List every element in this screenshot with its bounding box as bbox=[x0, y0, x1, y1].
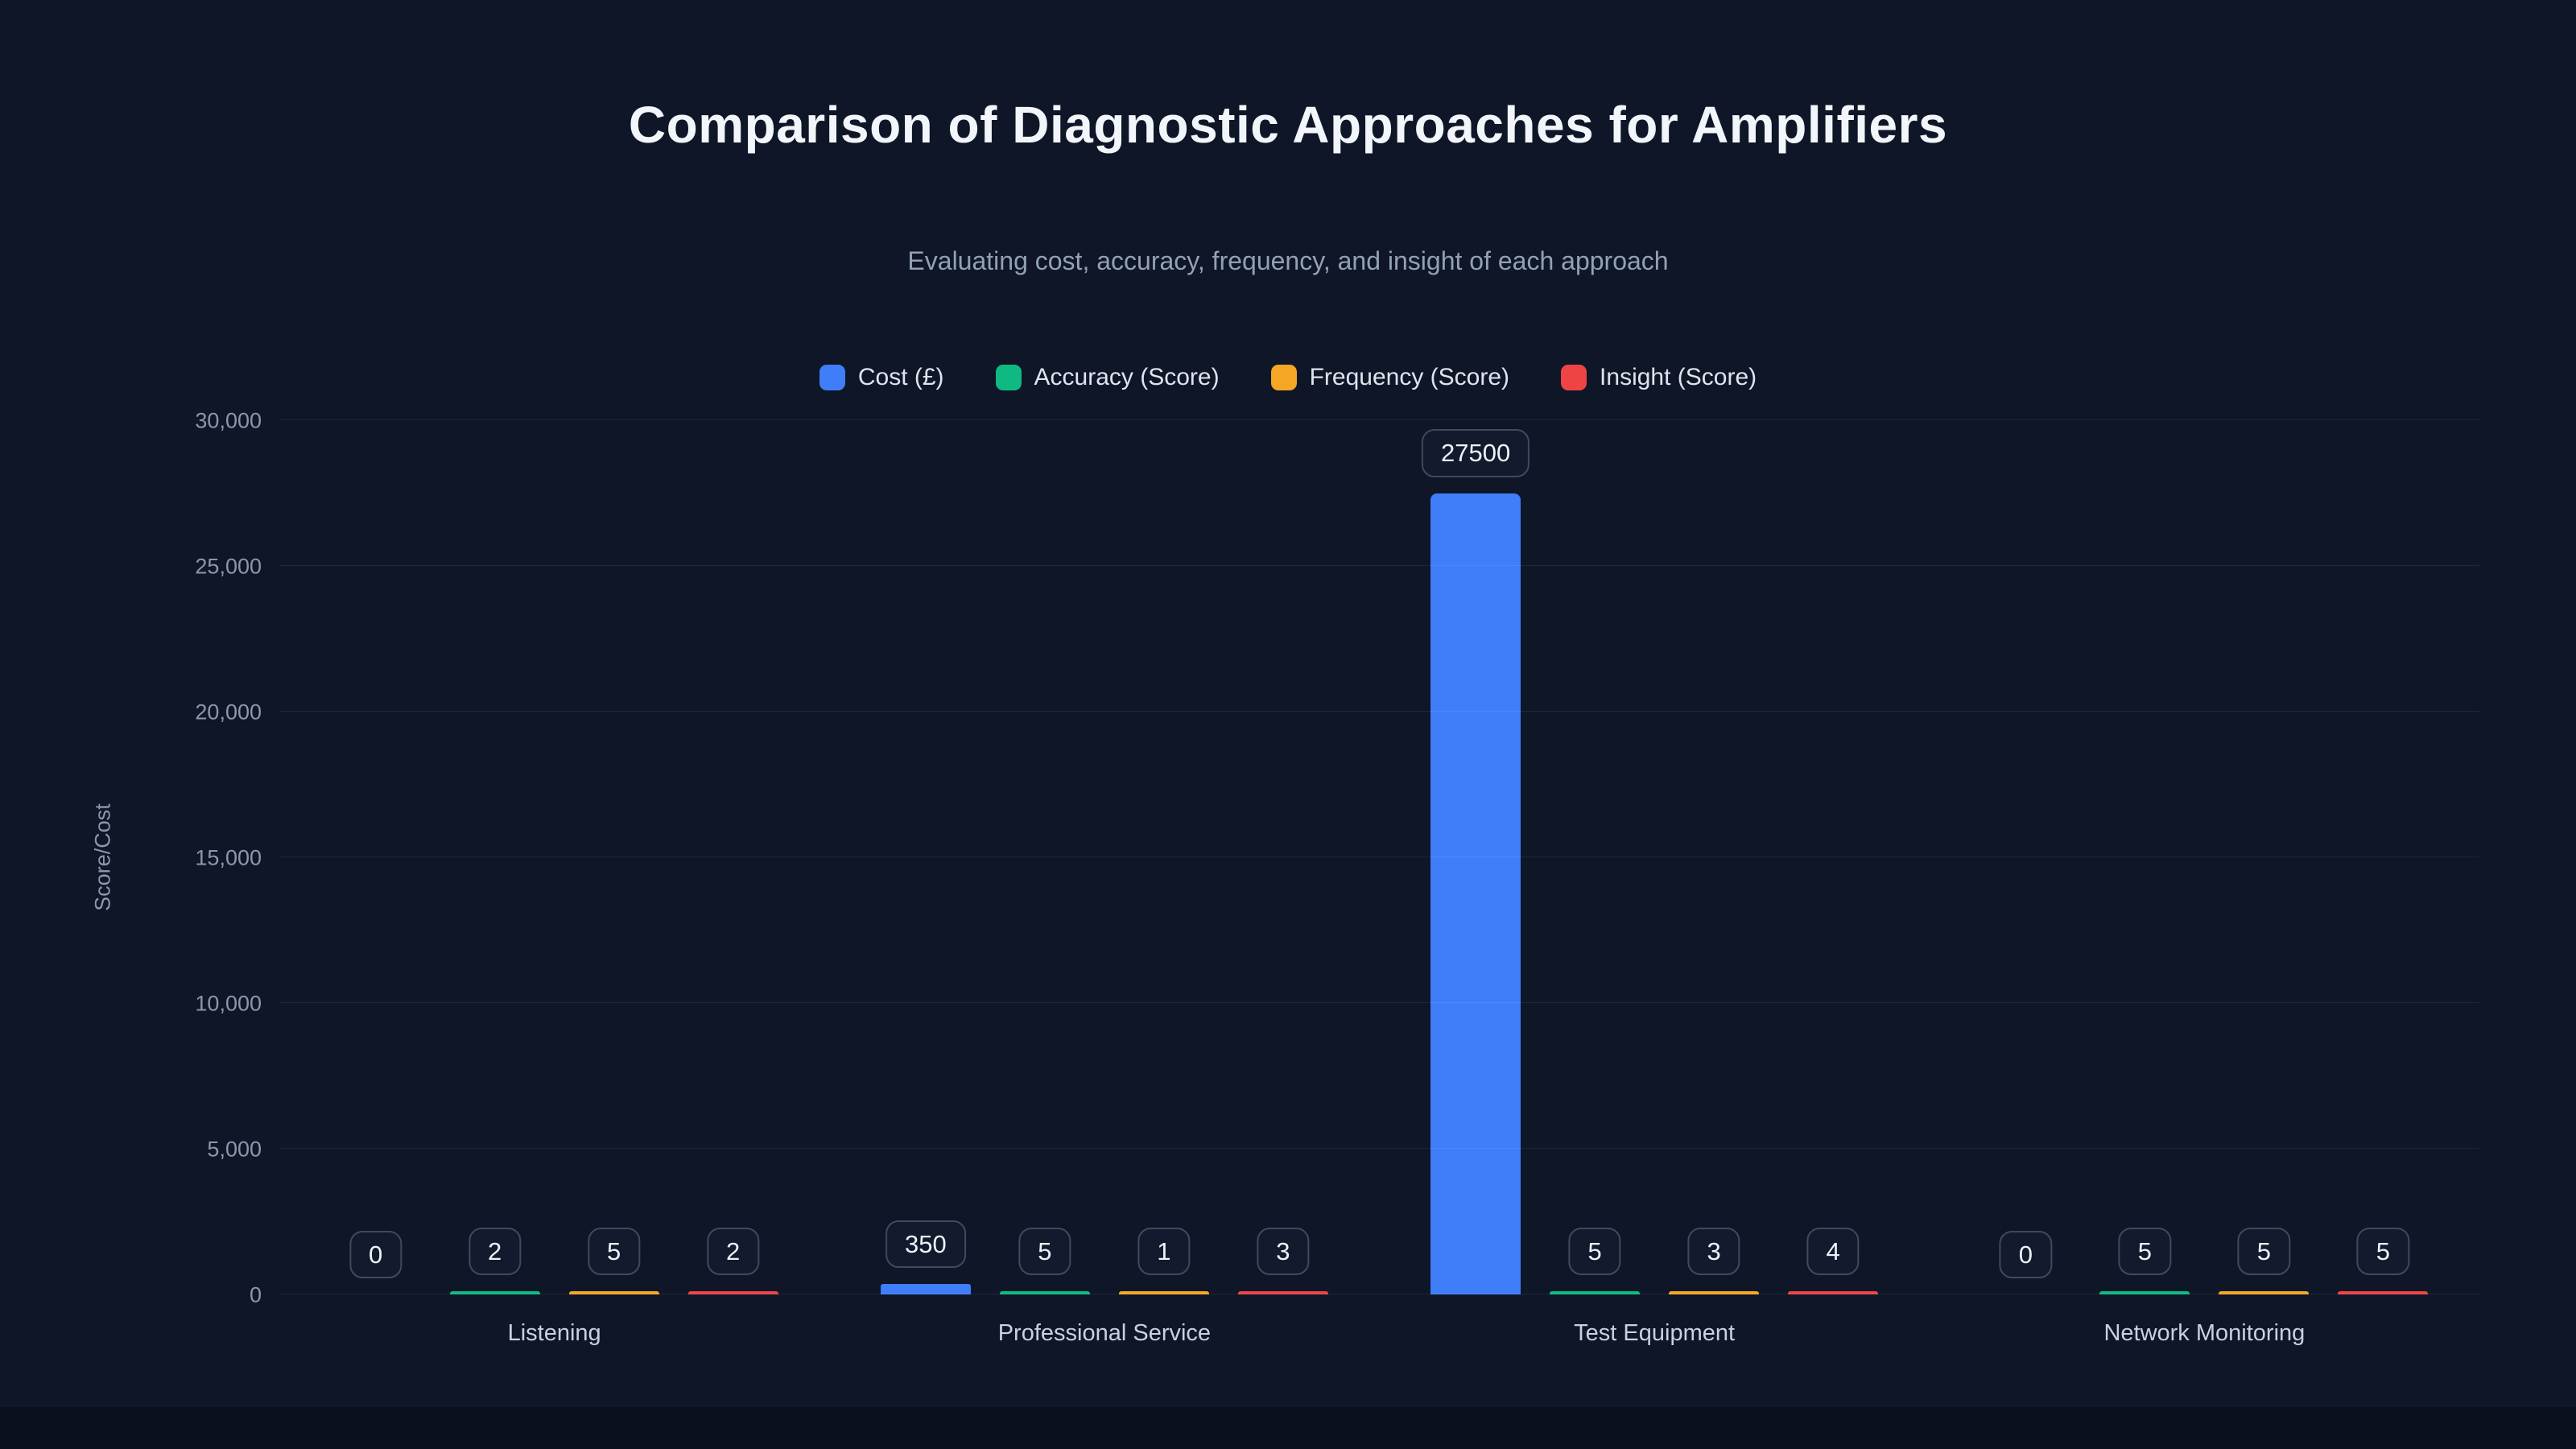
bar-groups: 0 2 5 2 Listening 350 5 1 3 Professional Service 2… bbox=[279, 420, 2479, 1346]
chart-subtitle: Evaluating cost, accuracy, frequency, an… bbox=[907, 246, 1669, 275]
legend-item-1[interactable]: Cost (£) bbox=[819, 364, 944, 391]
plot-area: 0 2 5 2 Listening 350 5 1 3 Professional Service 2… bbox=[195, 409, 2479, 1346]
y-axis-tick-label: 5,000 bbox=[207, 1137, 262, 1162]
bar-slot: 1 bbox=[1118, 420, 1209, 1294]
legend-item-3[interactable]: Frequency (Score) bbox=[1270, 364, 1510, 391]
bar-value-label: 350 bbox=[886, 1220, 966, 1269]
bar-accuracy-score bbox=[1550, 1291, 1641, 1294]
bar-value-label: 0 bbox=[349, 1230, 402, 1278]
bar-slot: 2 bbox=[449, 420, 540, 1294]
bar-slot: 3 bbox=[1237, 420, 1328, 1294]
bar-value-label: 0 bbox=[1999, 1230, 2052, 1278]
legend-label: Cost (£) bbox=[857, 364, 944, 390]
bar-cost bbox=[1430, 493, 1521, 1294]
bar-frequency-score bbox=[1669, 1291, 1760, 1294]
chart-legend: Cost (£) Accuracy (Score) Frequency (Score… bbox=[0, 364, 2576, 391]
bar-frequency-score bbox=[568, 1291, 659, 1294]
x-axis-category-label: Test Equipment bbox=[1574, 1320, 1736, 1346]
category-group-network-monitoring: 0 5 5 5 Network Monitoring bbox=[1930, 420, 2479, 1346]
bar-slot: 27500 bbox=[1422, 420, 1530, 1294]
y-axis-title: Score/Cost bbox=[90, 803, 115, 911]
gridline bbox=[279, 711, 2479, 712]
legend-label: Accuracy (Score) bbox=[1034, 364, 1220, 390]
footer-band bbox=[0, 1407, 2576, 1449]
bar-insight-score bbox=[2338, 1291, 2429, 1294]
bar-slot: 2 bbox=[687, 420, 778, 1294]
y-axis-tick-label: 15,000 bbox=[195, 845, 262, 870]
legend-item-4[interactable]: Insight (Score) bbox=[1561, 364, 1757, 391]
bar-slot: 4 bbox=[1788, 420, 1879, 1294]
bar-insight-score bbox=[687, 1291, 778, 1294]
x-axis-category-label: Listening bbox=[507, 1320, 601, 1346]
legend-label: Insight (Score) bbox=[1600, 364, 1757, 390]
legend-swatch-icon bbox=[819, 365, 845, 390]
chart-title: Comparison of Diagnostic Approaches for … bbox=[628, 96, 1948, 154]
bar-value-label: 2 bbox=[469, 1227, 522, 1275]
bar-value-label: 5 bbox=[2356, 1227, 2409, 1275]
bar-frequency-score bbox=[2219, 1291, 2310, 1294]
bar-slot: 5 bbox=[2219, 420, 2310, 1294]
category-group-test-equipment: 27500 5 3 4 Test Equipment bbox=[1380, 420, 1930, 1346]
bar-slot: 350 bbox=[880, 420, 971, 1294]
bar-slot: 5 bbox=[2338, 420, 2429, 1294]
bar-insight-score bbox=[1237, 1291, 1328, 1294]
bar-value-label: 3 bbox=[1687, 1227, 1740, 1275]
bar-accuracy-score bbox=[449, 1291, 540, 1294]
gridline bbox=[279, 565, 2479, 566]
y-axis-tick-label: 10,000 bbox=[195, 991, 262, 1016]
category-group-professional-service: 350 5 1 3 Professional Service bbox=[829, 420, 1379, 1346]
bar-frequency-score bbox=[1118, 1291, 1209, 1294]
bar-value-label: 4 bbox=[1806, 1227, 1860, 1275]
gridline bbox=[279, 1002, 2479, 1003]
bar-slot: 3 bbox=[1669, 420, 1760, 1294]
bar-insight-score bbox=[1788, 1291, 1879, 1294]
bar-slot: 5 bbox=[999, 420, 1090, 1294]
bar-value-label: 5 bbox=[2118, 1227, 2171, 1275]
bar-cost bbox=[880, 1284, 971, 1294]
gridline bbox=[279, 419, 2479, 420]
y-axis-tick-label: 0 bbox=[249, 1282, 262, 1307]
legend-swatch-icon bbox=[1270, 365, 1297, 390]
bar-slot: 5 bbox=[2099, 420, 2190, 1294]
legend-swatch-icon bbox=[1561, 365, 1587, 390]
bar-value-label: 3 bbox=[1257, 1227, 1310, 1275]
bar-slot: 5 bbox=[568, 420, 659, 1294]
bar-accuracy-score bbox=[2099, 1291, 2190, 1294]
legend-swatch-icon bbox=[995, 365, 1022, 390]
y-axis-tick-label: 25,000 bbox=[195, 554, 262, 579]
gridline bbox=[279, 1148, 2479, 1149]
bar-value-label: 5 bbox=[2237, 1227, 2290, 1275]
category-group-listening: 0 2 5 2 Listening bbox=[279, 420, 829, 1346]
bar-slot: 0 bbox=[1980, 420, 2070, 1294]
bar-slot: 5 bbox=[1550, 420, 1641, 1294]
bar-slot: 0 bbox=[331, 420, 421, 1294]
bar-value-label: 2 bbox=[707, 1227, 760, 1275]
bar-value-label: 5 bbox=[1568, 1227, 1621, 1275]
x-axis-category-label: Professional Service bbox=[997, 1320, 1212, 1346]
bar-value-label: 1 bbox=[1137, 1227, 1191, 1275]
bar-value-label: 27500 bbox=[1422, 429, 1530, 477]
x-axis-category-label: Network Monitoring bbox=[2103, 1320, 2306, 1346]
y-axis-tick-label: 20,000 bbox=[195, 700, 262, 724]
bar-value-label: 5 bbox=[588, 1227, 641, 1275]
bar-accuracy-score bbox=[999, 1291, 1090, 1294]
y-axis-tick-label: 30,000 bbox=[195, 408, 262, 433]
bar-value-label: 5 bbox=[1018, 1227, 1071, 1275]
legend-item-2[interactable]: Accuracy (Score) bbox=[995, 364, 1220, 391]
legend-label: Frequency (Score) bbox=[1309, 364, 1510, 390]
